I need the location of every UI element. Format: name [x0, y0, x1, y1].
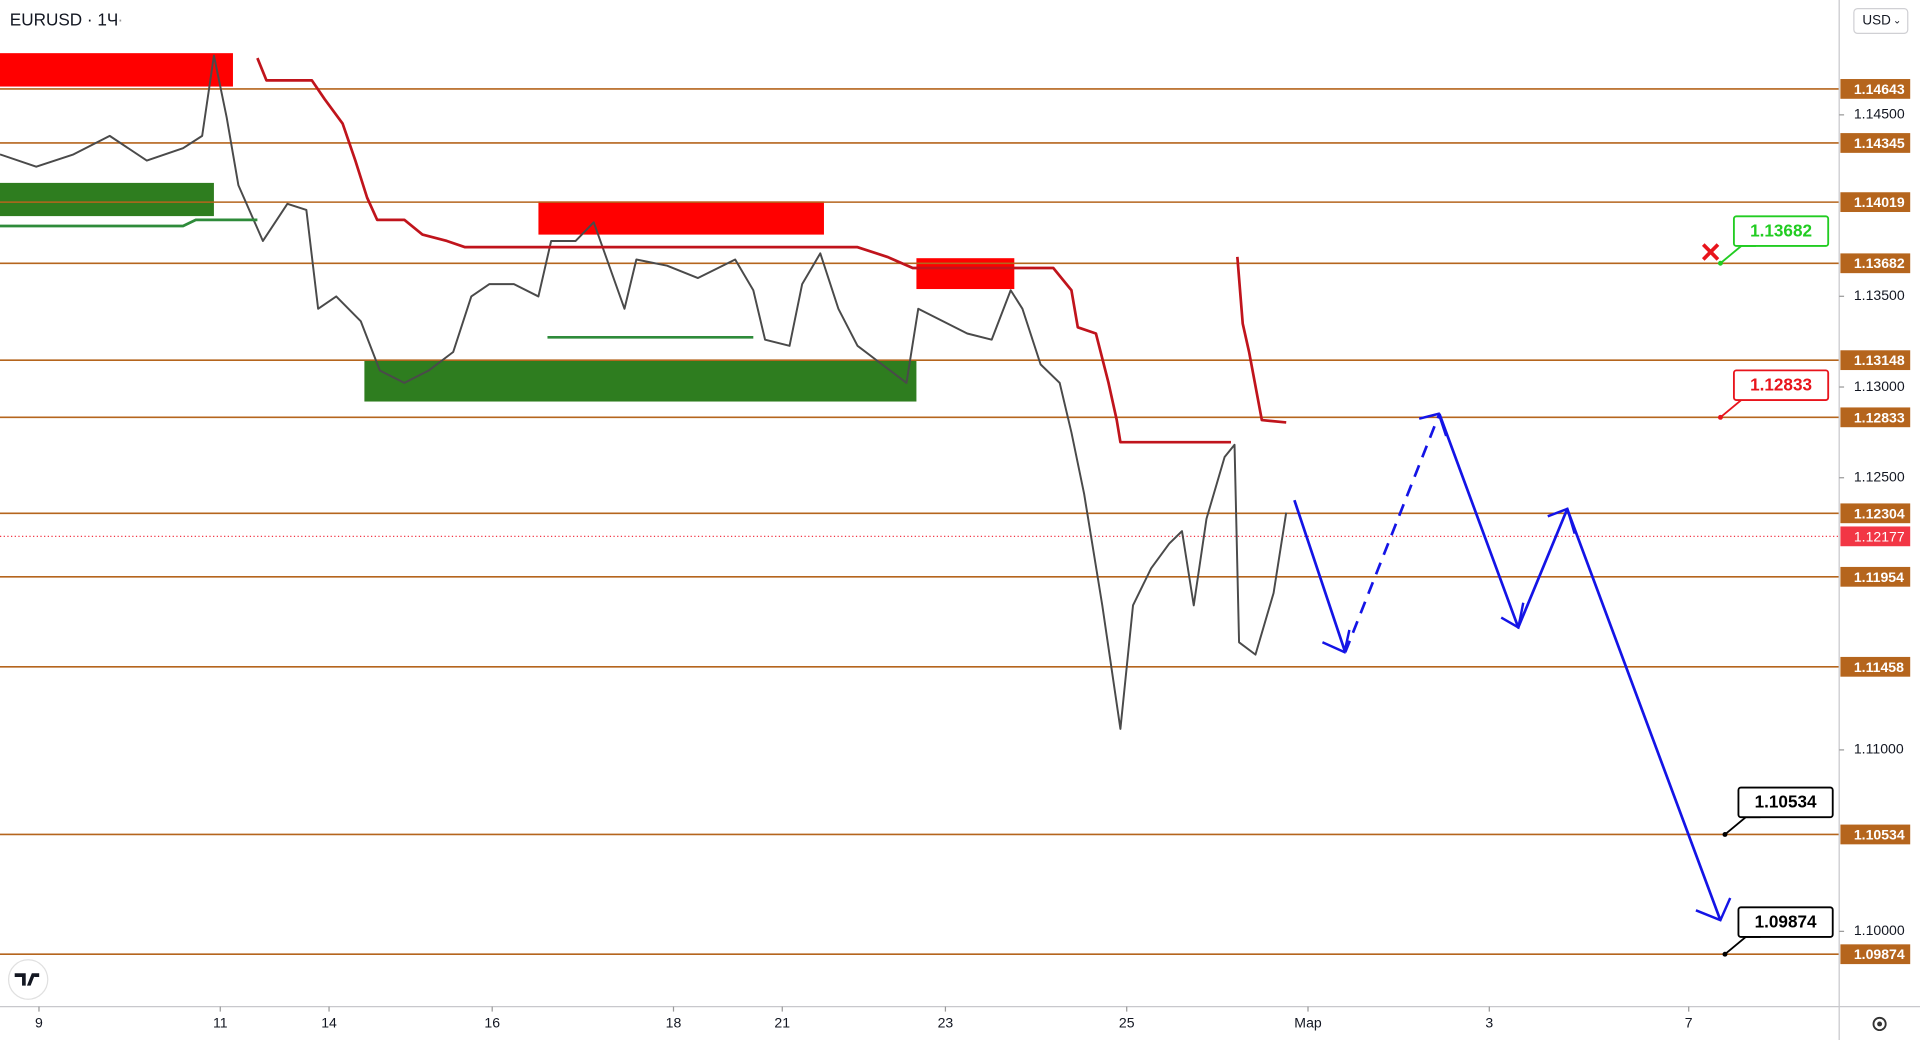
arrow-head	[1695, 897, 1732, 922]
callout-anchor	[1717, 260, 1723, 266]
x-tick-label: 21	[774, 1015, 790, 1031]
x-tick-label: 16	[484, 1015, 500, 1031]
y-tick-label: 1.12500	[1854, 468, 1905, 484]
title-dot: ·	[118, 9, 124, 29]
callout-box	[1737, 786, 1834, 819]
callout-box	[1732, 215, 1830, 247]
level-label: 1.14345	[1854, 135, 1905, 151]
callout-box	[1732, 369, 1830, 401]
arrow-head	[1547, 507, 1576, 534]
y-tick-label: 1.13500	[1854, 287, 1905, 303]
callout-anchor	[1722, 831, 1728, 837]
level-label-bg	[1840, 253, 1911, 274]
x-tick-label: Мар	[1294, 1015, 1322, 1031]
x-tick-label: 9	[35, 1015, 43, 1031]
level-label: 1.11458	[1854, 659, 1904, 675]
callout-anchor	[1717, 414, 1723, 420]
level-label: 1.11954	[1854, 569, 1904, 585]
cancel-mark	[1701, 243, 1720, 261]
x-tick-label: 25	[1119, 1015, 1135, 1031]
y-tick-label: 1.13000	[1854, 378, 1905, 394]
level-label: 1.09874	[1854, 946, 1905, 962]
x-tick-label: 23	[938, 1015, 954, 1031]
zone	[0, 53, 233, 87]
currency-caret[interactable]: ⌄	[1893, 16, 1901, 27]
callout-label: 1.13682	[1750, 220, 1812, 240]
currency-label[interactable]: USD	[1862, 13, 1891, 28]
x-tick-label: 7	[1685, 1015, 1693, 1031]
level-label-bg	[1840, 407, 1911, 428]
level-label-bg	[1840, 824, 1911, 845]
y-tick-label: 1.10000	[1854, 922, 1905, 938]
callout-label: 1.10534	[1755, 791, 1817, 811]
level-label: 1.14019	[1854, 194, 1905, 210]
arrow-head	[1321, 629, 1351, 654]
callout-box	[1737, 906, 1834, 938]
logo	[7, 959, 49, 1000]
symbol-title: EURUSD · 1Ч	[10, 9, 118, 29]
arrow-head	[1500, 602, 1525, 630]
series-line	[0, 54, 1288, 730]
level-label-bg	[1840, 656, 1911, 677]
level-label-bg	[1840, 944, 1911, 965]
callout-anchor	[1722, 951, 1728, 957]
series-line	[1343, 413, 1441, 653]
callout-label: 1.12833	[1750, 374, 1812, 394]
level-label-bg	[1840, 503, 1911, 524]
last-price-bg	[1840, 526, 1911, 547]
series-line	[1293, 413, 1722, 921]
level-label: 1.13682	[1854, 255, 1905, 271]
series-line	[0, 218, 754, 339]
level-label: 1.13148	[1854, 352, 1905, 368]
zone	[0, 182, 214, 217]
level-label: 1.14643	[1854, 81, 1905, 97]
level-label: 1.12833	[1854, 409, 1905, 425]
x-tick-label: 11	[213, 1015, 228, 1031]
level-label-bg	[1840, 192, 1911, 213]
series-line	[256, 57, 1287, 444]
arrow-head	[1418, 412, 1448, 437]
level-label: 1.12304	[1854, 505, 1905, 521]
last-price-label: 1.12177	[1854, 528, 1905, 544]
settings-icon[interactable]	[1872, 1016, 1887, 1032]
level-label: 1.10534	[1854, 826, 1905, 842]
level-label-bg	[1840, 79, 1911, 99]
x-tick-label: 3	[1485, 1015, 1493, 1031]
level-label-bg	[1840, 566, 1911, 587]
x-tick-label: 18	[666, 1015, 682, 1031]
y-tick-label: 1.11000	[1854, 741, 1904, 757]
level-label-bg	[1840, 133, 1911, 153]
x-tick-label: 14	[321, 1015, 337, 1031]
level-label-bg	[1840, 350, 1911, 371]
zone	[538, 201, 824, 235]
y-tick-label: 1.14500	[1854, 106, 1905, 122]
currency-button[interactable]	[1853, 8, 1909, 34]
callout-label: 1.09874	[1755, 911, 1817, 931]
plot-area	[0, 53, 1840, 956]
zone	[364, 360, 917, 402]
